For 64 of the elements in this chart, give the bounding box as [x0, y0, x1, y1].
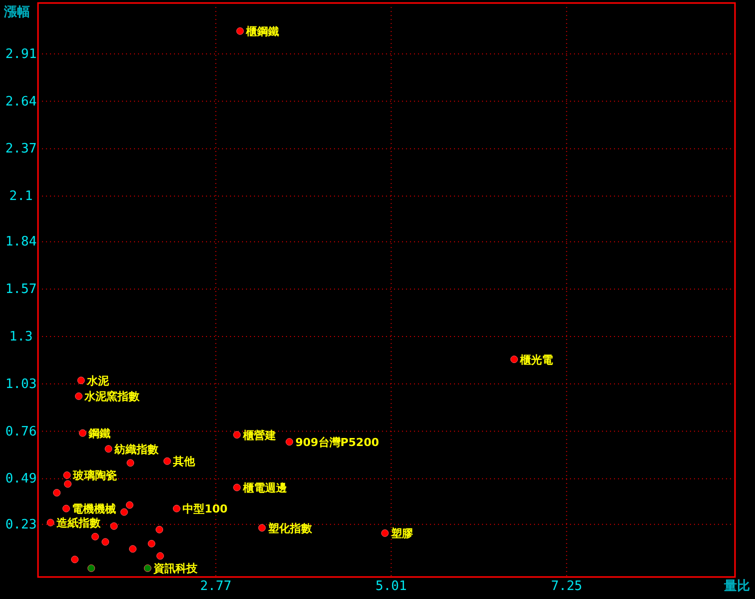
annotation: 塑膠	[390, 527, 414, 540]
point	[120, 508, 128, 516]
point	[144, 564, 152, 572]
point	[91, 532, 99, 540]
point	[88, 564, 96, 572]
y-tick-label: 1.57	[5, 282, 37, 298]
point	[126, 459, 134, 467]
point	[126, 501, 134, 509]
point	[64, 480, 72, 488]
annotation: 資訊科技	[152, 562, 199, 576]
point	[71, 556, 79, 564]
point	[129, 545, 137, 553]
point	[233, 431, 241, 439]
annotation: 水泥窯指數	[84, 390, 141, 404]
point	[236, 27, 244, 35]
y-tick-label: 1.3	[9, 330, 33, 345]
annotation: 櫃光電	[519, 353, 554, 366]
point	[104, 445, 112, 453]
point	[381, 529, 389, 537]
annotation: 鋼鐵	[88, 427, 111, 440]
point	[77, 376, 85, 384]
point	[63, 471, 71, 479]
point	[172, 504, 180, 512]
point	[110, 522, 118, 530]
point	[286, 438, 294, 446]
point	[148, 540, 156, 548]
point	[510, 356, 518, 364]
y-tick-label: 1.03	[5, 376, 37, 392]
x-tick-label: 2.77	[200, 579, 232, 594]
y-tick-label: 2.64	[5, 94, 37, 110]
x-tick-label: 5.01	[376, 579, 407, 594]
annotation: 909台灣P5200	[295, 436, 380, 449]
y-tick-label: 0.49	[5, 472, 37, 487]
annotation: 櫃營建	[242, 428, 276, 442]
x-axis-title: 量比	[723, 579, 750, 594]
y-tick-label: 1.84	[5, 234, 37, 250]
y-tick-label: 2.1	[9, 189, 33, 204]
annotation: 造紙指數	[56, 516, 102, 530]
point	[233, 484, 241, 492]
annotation: 玻璃陶瓷	[72, 469, 117, 482]
point	[163, 457, 171, 465]
point	[78, 429, 86, 437]
point	[156, 526, 164, 534]
annotation: 中型100	[182, 502, 228, 516]
annotation: 電機機械	[72, 502, 116, 516]
point	[46, 518, 54, 526]
annotation: 紡織指數	[113, 442, 160, 456]
annotation: 其他	[172, 455, 196, 468]
y-tick-label: 2.37	[5, 142, 37, 157]
y-tick-label: 0.23	[5, 517, 37, 532]
annotation: 櫃鋼鐵	[245, 25, 280, 38]
y-tick-label: 0.76	[5, 424, 37, 440]
point	[74, 392, 82, 400]
x-tick-label: 7.25	[550, 579, 582, 594]
annotation: 櫃電週邊	[242, 481, 287, 494]
point	[102, 538, 110, 546]
y-axis-title: 漲幅	[3, 5, 30, 20]
point	[156, 552, 164, 560]
point	[258, 524, 266, 532]
y-tick-label: 2.91	[5, 46, 37, 62]
annotation: 水泥	[86, 374, 110, 388]
point	[53, 488, 61, 496]
point	[62, 504, 70, 512]
annotation: 塑化指數	[266, 522, 313, 535]
